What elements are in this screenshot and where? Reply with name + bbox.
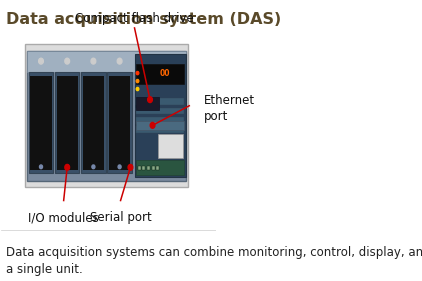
FancyBboxPatch shape bbox=[136, 97, 160, 110]
Bar bbox=[142, 166, 145, 170]
Circle shape bbox=[136, 87, 139, 90]
FancyBboxPatch shape bbox=[136, 64, 184, 84]
Bar bbox=[138, 166, 141, 170]
FancyBboxPatch shape bbox=[136, 108, 184, 114]
Circle shape bbox=[150, 123, 155, 128]
Circle shape bbox=[148, 97, 152, 103]
FancyBboxPatch shape bbox=[136, 121, 184, 130]
FancyBboxPatch shape bbox=[136, 126, 184, 133]
FancyBboxPatch shape bbox=[81, 72, 106, 173]
Text: I/O modules: I/O modules bbox=[28, 211, 99, 224]
FancyBboxPatch shape bbox=[136, 160, 184, 175]
Circle shape bbox=[117, 58, 122, 64]
Circle shape bbox=[136, 71, 139, 75]
Circle shape bbox=[40, 165, 43, 169]
Bar bbox=[147, 166, 150, 170]
Text: Ethernet
port: Ethernet port bbox=[204, 94, 255, 123]
Bar bbox=[151, 166, 155, 170]
Circle shape bbox=[65, 58, 70, 64]
FancyBboxPatch shape bbox=[55, 72, 79, 173]
Circle shape bbox=[136, 80, 139, 83]
FancyBboxPatch shape bbox=[83, 76, 104, 170]
FancyBboxPatch shape bbox=[109, 76, 130, 170]
FancyBboxPatch shape bbox=[158, 134, 183, 158]
Text: Data acquisition system (DAS): Data acquisition system (DAS) bbox=[5, 12, 281, 27]
Text: 00: 00 bbox=[160, 69, 170, 78]
Circle shape bbox=[65, 164, 70, 170]
Bar bbox=[157, 166, 160, 170]
Circle shape bbox=[39, 58, 43, 64]
FancyBboxPatch shape bbox=[27, 51, 187, 181]
FancyBboxPatch shape bbox=[25, 44, 188, 187]
Circle shape bbox=[92, 165, 95, 169]
Circle shape bbox=[91, 58, 96, 64]
Circle shape bbox=[66, 165, 69, 169]
FancyBboxPatch shape bbox=[108, 72, 132, 173]
FancyBboxPatch shape bbox=[29, 72, 53, 173]
FancyBboxPatch shape bbox=[30, 76, 51, 170]
FancyBboxPatch shape bbox=[136, 117, 184, 124]
FancyBboxPatch shape bbox=[136, 98, 184, 105]
FancyBboxPatch shape bbox=[27, 51, 187, 72]
FancyBboxPatch shape bbox=[135, 55, 186, 177]
FancyBboxPatch shape bbox=[57, 76, 78, 170]
Circle shape bbox=[118, 165, 121, 169]
Text: Serial port: Serial port bbox=[90, 211, 151, 224]
Circle shape bbox=[128, 164, 133, 170]
Text: Data acquisition systems can combine monitoring, control, display, and data hand: Data acquisition systems can combine mon… bbox=[5, 246, 422, 276]
Text: Compact flash drive: Compact flash drive bbox=[75, 12, 194, 25]
